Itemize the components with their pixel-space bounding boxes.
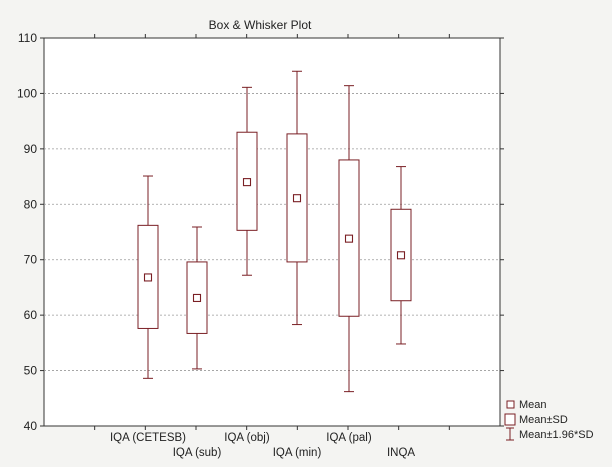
mean-marker [143, 273, 153, 282]
mean-marker [242, 178, 252, 187]
category-label: IQA (CETESB) [110, 432, 186, 444]
box-group [236, 86, 258, 276]
box-group [338, 85, 360, 393]
y-tick-label: 40 [24, 419, 38, 433]
category-label: IQA (min) [273, 447, 322, 459]
chart-title: Box & Whisker Plot [209, 18, 312, 32]
category-label: IQA (obj) [224, 432, 270, 444]
gridlines [44, 93, 500, 371]
y-axis-ticks: 40 50 60 70 80 90 100 110 [17, 31, 504, 433]
x-axis-ticks [94, 34, 450, 430]
legend-label-mean: Mean [519, 399, 547, 411]
mean-marker [344, 234, 354, 243]
box-group [390, 166, 412, 345]
mean-marker [192, 293, 202, 303]
category-label: IQA (pal) [326, 432, 372, 444]
box-group [186, 226, 208, 370]
y-tick-label: 110 [18, 31, 37, 45]
legend-mean-icon [506, 400, 515, 409]
y-tick-label: 90 [24, 142, 38, 156]
legend-label-whisker: Mean±1.96*SD [519, 429, 594, 441]
y-tick-label: 50 [24, 364, 38, 378]
plot-area [43, 37, 501, 427]
y-tick-label: 100 [17, 86, 37, 100]
y-tick-label: 60 [24, 308, 38, 322]
mean-marker [292, 194, 302, 203]
boxes [137, 70, 412, 393]
y-tick-label: 70 [24, 253, 38, 267]
legend-sd-icon [504, 413, 516, 426]
category-label: IQA (sub) [173, 447, 222, 459]
category-labels: IQA (CETESB) IQA (sub)IQA (obj)IQA (min) I… [110, 432, 415, 459]
category-label: INQA [387, 447, 415, 459]
legend: Mean Mean±SD Mean±1.96*SD [504, 399, 594, 441]
legend-label-sd: Mean±SD [519, 414, 568, 426]
box-group [137, 175, 159, 379]
mean-marker [396, 251, 406, 260]
box-group [286, 70, 308, 326]
y-tick-label: 80 [24, 197, 38, 211]
